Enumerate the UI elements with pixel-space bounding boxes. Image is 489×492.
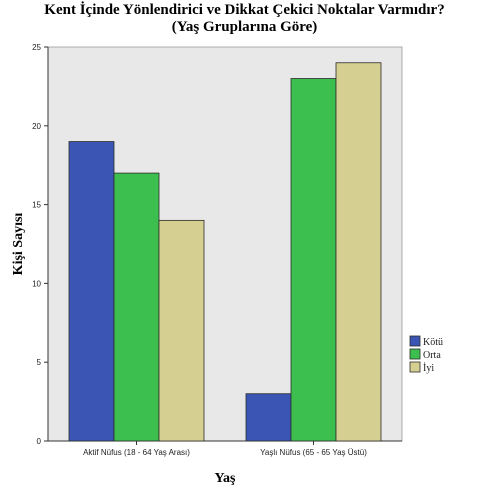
- chart-title: Kent İçinde Yönlendirici ve Dikkat Çekic…: [44, 2, 445, 18]
- y-tick-label: 10: [32, 279, 41, 288]
- y-tick-label: 20: [32, 122, 41, 131]
- chart-subtitle: (Yaş Gruplarına Göre): [171, 19, 318, 35]
- y-tick-label: 0: [37, 437, 42, 446]
- x-axis-title: Yaş: [214, 471, 236, 486]
- x-axis: Aktif Nüfus (18 - 64 Yaş Arası) Yaşlı Nüf…: [48, 440, 402, 457]
- legend-label-0: Kötü: [423, 337, 443, 348]
- y-tick-label: 15: [32, 201, 41, 210]
- x-tick-label: Yaşlı Nüfus (65 - 65 Yaş Üstü): [260, 448, 367, 457]
- legend-label-1: Orta: [423, 350, 441, 361]
- bar-i-yi-0: [158, 219, 205, 442]
- bar-k-t--0: [68, 141, 115, 442]
- legend-swatch-2: [409, 361, 421, 373]
- bar-orta-0: [113, 172, 160, 442]
- y-tick-label: 25: [32, 43, 41, 52]
- x-tick-label: Aktif Nüfus (18 - 64 Yaş Arası): [83, 448, 190, 457]
- legend-swatch-1: [409, 348, 421, 360]
- y-tick-label: 5: [37, 358, 42, 367]
- bar-k-t--1: [245, 393, 292, 442]
- bar-i-yi-1: [335, 62, 382, 442]
- bar-orta-1: [290, 78, 337, 442]
- y-axis-title: Kişi Sayısı: [11, 213, 26, 276]
- legend-label-2: İyi: [423, 362, 434, 374]
- y-axis: 0 5 10 15 20 25: [32, 43, 49, 446]
- legend-swatch-0: [409, 335, 421, 347]
- bars-group: [68, 62, 382, 442]
